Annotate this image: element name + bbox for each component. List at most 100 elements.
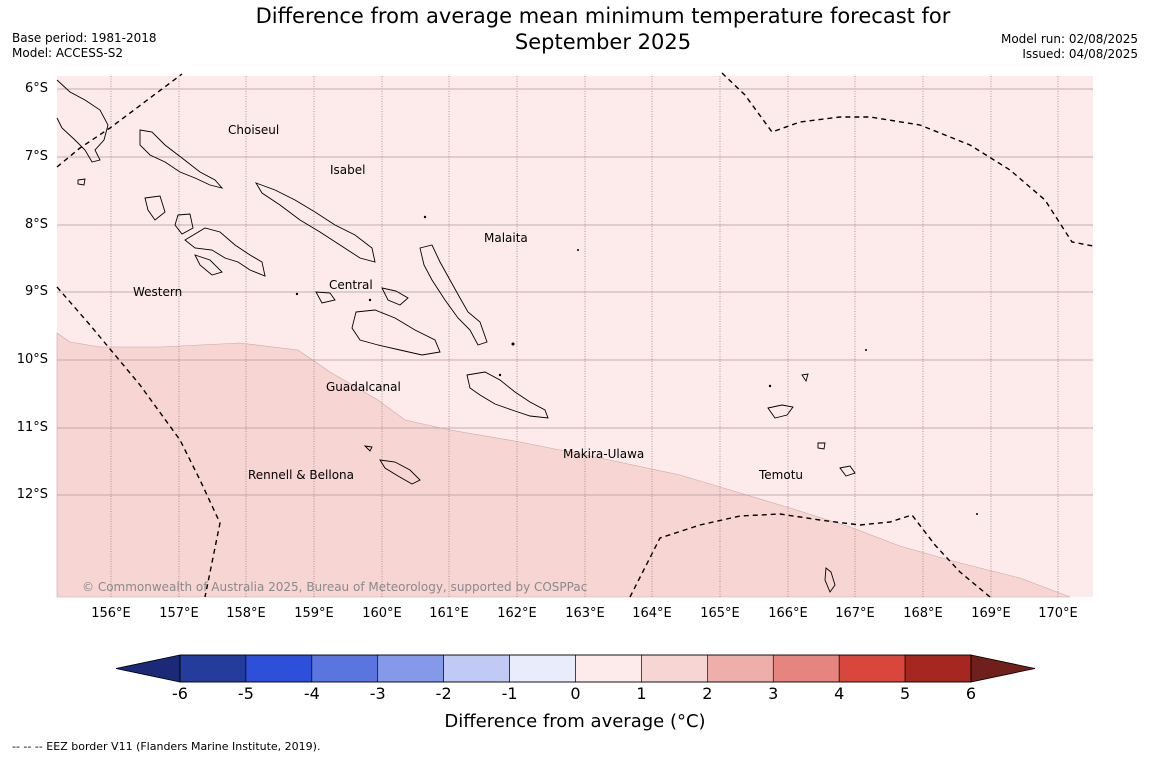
place-label-guadalcanal: Guadalcanal bbox=[326, 380, 401, 394]
model-run: Model run: 02/08/2025 bbox=[1000, 32, 1138, 46]
rennell-coast bbox=[379, 459, 421, 485]
issued-date: Issued: 04/08/2025 bbox=[1022, 47, 1138, 61]
run-info: Model run: 02/08/2025 Issued: 04/08/2025 bbox=[1001, 32, 1138, 62]
lon-label-167e: 167°E bbox=[835, 606, 875, 621]
lat-label-7s: 7°S bbox=[24, 149, 48, 164]
place-label-temotu: Temotu bbox=[759, 468, 804, 482]
vanikoro-coast bbox=[839, 465, 856, 477]
lat-label-8s: 8°S bbox=[24, 217, 48, 232]
colorbar-segment bbox=[179, 654, 247, 683]
colorbar-tick-label: 1 bbox=[636, 684, 647, 703]
lon-label-168e: 168°E bbox=[903, 606, 943, 621]
lon-label-158e: 158°E bbox=[226, 606, 266, 621]
copyright-notice: © Commonwealth of Australia 2025, Bureau… bbox=[82, 580, 588, 594]
colorbar-tick-label: -1 bbox=[501, 684, 518, 703]
shortland-coast bbox=[77, 178, 86, 186]
anomaly-region-1-to-2 bbox=[56, 332, 1071, 598]
map-title: Difference from average mean minimum tem… bbox=[200, 3, 1006, 55]
colorbar-tick-label: -6 bbox=[172, 684, 188, 703]
title-line-2: September 2025 bbox=[514, 30, 692, 54]
colorbar-segments bbox=[179, 654, 972, 683]
lon-label-165e: 165°E bbox=[700, 606, 740, 621]
lon-label-169e: 169°E bbox=[971, 606, 1011, 621]
torres-coast bbox=[824, 567, 836, 593]
colorbar-segment bbox=[772, 654, 840, 683]
isabel-coast bbox=[254, 182, 376, 263]
colorbar-tick-label: -2 bbox=[435, 684, 452, 703]
model-info: Base period: 1981-2018 Model: ACCESS-S2 bbox=[12, 31, 157, 61]
colorbar-tick-label: 6 bbox=[965, 684, 977, 703]
title-line-1: Difference from average mean minimum tem… bbox=[255, 4, 951, 28]
small-islets bbox=[295, 215, 978, 515]
colorbar-segment bbox=[575, 654, 642, 683]
choiseul-coast bbox=[139, 129, 224, 189]
colorbar-segment bbox=[311, 654, 379, 683]
colorbar-tick-label: 5 bbox=[899, 684, 911, 703]
lon-label-163e: 163°E bbox=[565, 606, 605, 621]
bougainville-coast bbox=[56, 79, 109, 163]
malaita-coast bbox=[419, 244, 488, 346]
guadalcanal-coast bbox=[351, 309, 441, 356]
colorbar-tick-label: 3 bbox=[768, 684, 779, 703]
russell-coast bbox=[381, 287, 409, 306]
colorbar-tick-label: -3 bbox=[369, 684, 386, 703]
lon-label-164e: 164°E bbox=[632, 606, 672, 621]
place-label-isabel: Isabel bbox=[330, 163, 366, 177]
lat-grid bbox=[57, 88, 1093, 496]
lon-label-159e: 159°E bbox=[294, 606, 334, 621]
colorbar-segment bbox=[707, 654, 774, 683]
new-georgia-coast bbox=[144, 195, 166, 221]
colorbar-segment bbox=[641, 654, 708, 683]
lon-label-160e: 160°E bbox=[362, 606, 402, 621]
colorbar-tick-label: 4 bbox=[834, 684, 845, 703]
new-georgia-main-coast bbox=[184, 227, 266, 277]
colorbar-frame bbox=[179, 654, 972, 683]
colorbar-segment bbox=[377, 654, 444, 683]
colorbar-label: Difference from average (°C) bbox=[444, 711, 706, 732]
base-period: Base period: 1981-2018 bbox=[12, 31, 157, 45]
lat-label-11s: 11°S bbox=[16, 420, 48, 435]
place-label-central: Central bbox=[329, 278, 373, 292]
colorbar-segment bbox=[904, 654, 972, 683]
lon-label-162e: 162°E bbox=[497, 606, 537, 621]
makira-coast bbox=[466, 371, 549, 419]
eez-border bbox=[56, 72, 1094, 598]
lon-label-157e: 157°E bbox=[159, 606, 199, 621]
colorbar-over-arrow bbox=[970, 654, 1036, 683]
colorbar-tick-label: -4 bbox=[303, 684, 320, 703]
place-label-western: Western bbox=[133, 285, 183, 299]
model-name: Model: ACCESS-S2 bbox=[12, 46, 124, 60]
florida-islands-coast bbox=[315, 291, 336, 304]
place-label-rennell-bellona: Rennell & Bellona bbox=[248, 468, 355, 482]
eez-legend-note: -- -- -- EEZ border V11 (Flanders Marine… bbox=[12, 740, 321, 753]
coastlines bbox=[56, 79, 856, 593]
lat-label-6s: 6°S bbox=[24, 81, 48, 96]
rendova-coast bbox=[194, 254, 223, 276]
lon-label-170e: 170°E bbox=[1038, 606, 1078, 621]
grid bbox=[110, 76, 1059, 597]
colorbar-tick-label: 2 bbox=[702, 684, 713, 703]
place-label-makira-ulawa: Makira-Ulawa bbox=[563, 447, 645, 461]
colorbar-tick-label: 0 bbox=[570, 684, 581, 703]
place-label-choiseul: Choiseul bbox=[228, 123, 280, 137]
vella-coast bbox=[174, 213, 194, 235]
lat-label-12s: 12°S bbox=[16, 487, 48, 502]
colorbar-segment bbox=[838, 654, 906, 683]
reef-islands-coast bbox=[801, 373, 809, 383]
place-label-malaita: Malaita bbox=[484, 231, 528, 245]
lat-label-9s: 9°S bbox=[24, 284, 48, 299]
lat-label-10s: 10°S bbox=[16, 352, 48, 367]
bellona-coast bbox=[363, 445, 373, 452]
colorbar-segment bbox=[443, 654, 510, 683]
colorbar-segment bbox=[509, 654, 576, 683]
colorbar bbox=[115, 654, 1036, 683]
lon-label-156e: 156°E bbox=[91, 606, 131, 621]
lon-label-161e: 161°E bbox=[429, 606, 469, 621]
colorbar-segment bbox=[245, 654, 313, 683]
utupua-coast bbox=[817, 442, 826, 450]
santa-cruz-coast bbox=[767, 404, 794, 419]
lon-label-166e: 166°E bbox=[768, 606, 808, 621]
forecast-map bbox=[56, 72, 1094, 598]
colorbar-under-arrow bbox=[115, 654, 181, 683]
colorbar-tick-label: -5 bbox=[237, 684, 254, 703]
